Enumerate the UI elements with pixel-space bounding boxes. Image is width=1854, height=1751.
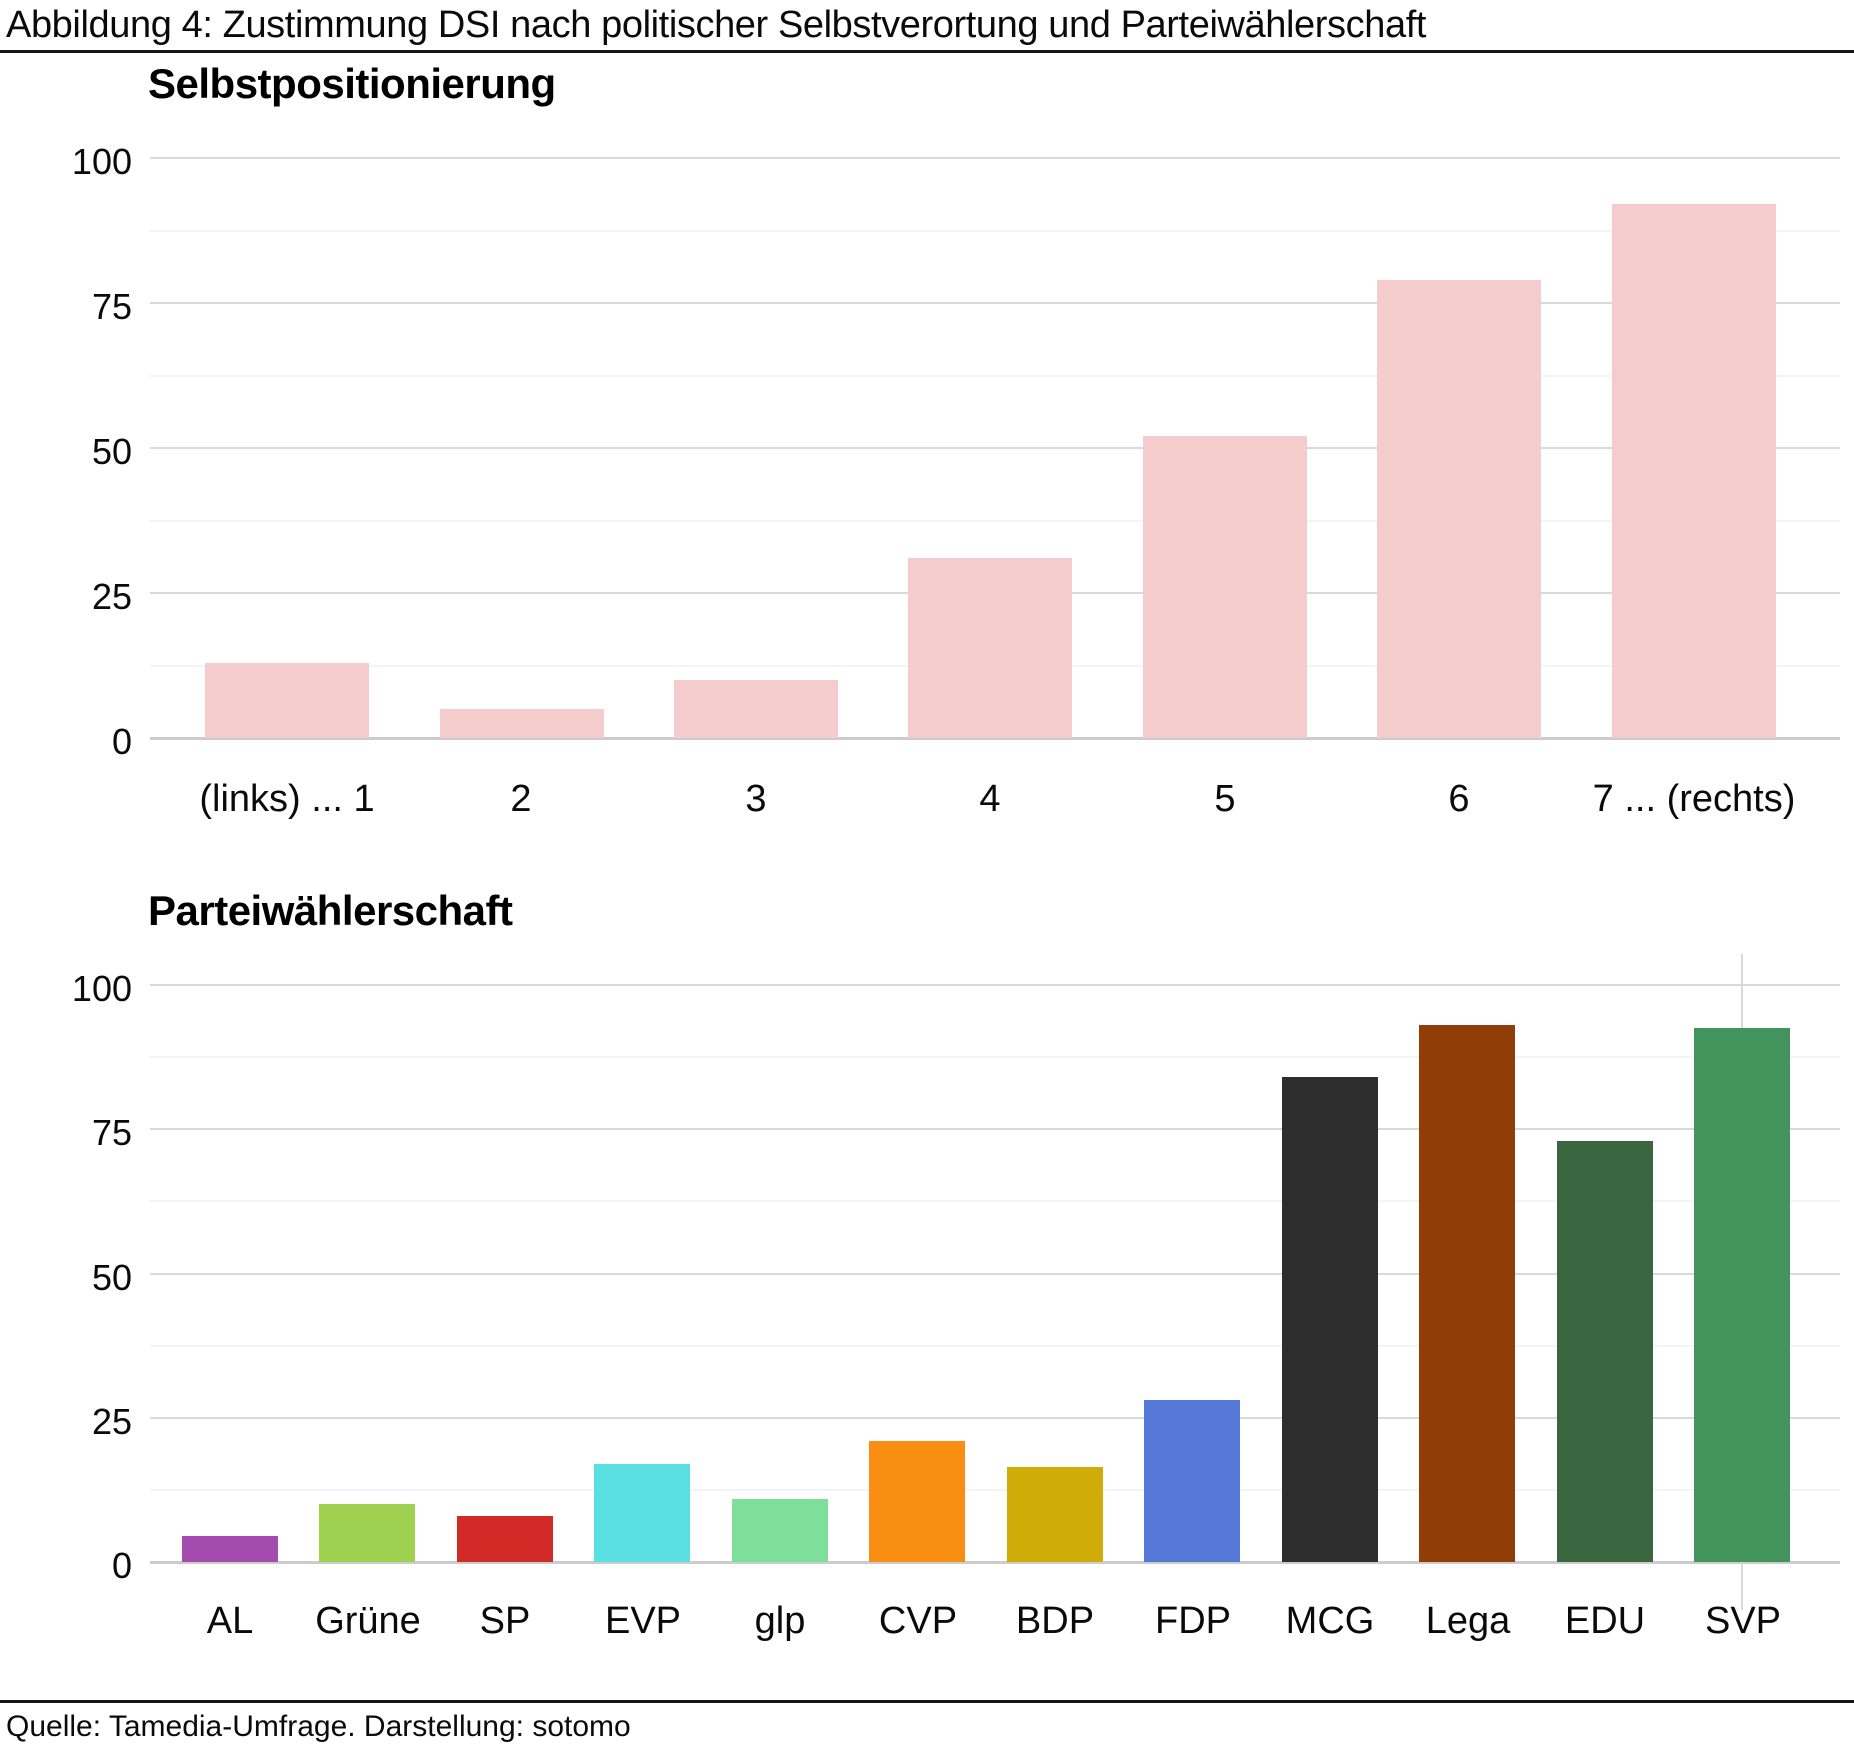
- x-tick-label: AL: [206, 1600, 254, 1642]
- bar-svp: [1694, 1028, 1790, 1562]
- gridline-major: [150, 1128, 1840, 1130]
- gridline-minor: [150, 520, 1840, 522]
- gridline-minor: [150, 1345, 1840, 1347]
- x-axis-line: [150, 1561, 1840, 1564]
- x-tick-label: 6: [1448, 778, 1470, 820]
- x-tick-label: 7 ... (rechts): [1592, 778, 1796, 820]
- x-tick-label: EVP: [604, 1600, 682, 1642]
- chart2-title: Parteiwählerschaft: [148, 887, 513, 934]
- bar-evp: [594, 1464, 690, 1562]
- x-tick-label: (links) ... 1: [199, 778, 375, 820]
- x-tick-label: glp: [754, 1600, 806, 1642]
- y-tick-label: 25: [91, 576, 132, 617]
- x-tick-label: 3: [745, 778, 767, 820]
- y-tick-label: 50: [91, 1257, 132, 1298]
- x-tick-label: Grüne: [315, 1600, 421, 1642]
- chart1-title: Selbstpositionierung: [148, 60, 556, 107]
- bar-fdp: [1144, 1400, 1240, 1562]
- gridline-minor: [150, 1056, 1840, 1058]
- x-tick-label: CVP: [878, 1600, 958, 1642]
- bar-cvp: [869, 1441, 965, 1562]
- gridline-major: [150, 302, 1840, 304]
- bar-5: [1143, 436, 1307, 738]
- bar-al: [182, 1536, 278, 1562]
- gridline-minor: [150, 1489, 1840, 1491]
- gridline-major: [150, 1417, 1840, 1419]
- bar-2: [440, 709, 604, 738]
- bar-4: [908, 558, 1072, 738]
- y-tick-label: 100: [71, 141, 132, 182]
- x-tick-label: SVP: [1704, 1600, 1782, 1642]
- x-tick-label: BDP: [1015, 1600, 1095, 1642]
- bar-mcg: [1282, 1077, 1378, 1562]
- bar-glp: [732, 1499, 828, 1562]
- y-tick-label: 0: [111, 721, 132, 762]
- bar-gr-ne: [319, 1504, 415, 1562]
- footer-rule: [0, 1700, 1854, 1703]
- x-tick-label: MCG: [1285, 1600, 1375, 1642]
- title-rule: [0, 50, 1854, 53]
- y-tick-label: 75: [91, 1112, 132, 1153]
- y-tick-label: 100: [71, 968, 132, 1009]
- x-tick-label: 5: [1214, 778, 1236, 820]
- gridline-major: [150, 1273, 1840, 1275]
- bar-bdp: [1007, 1467, 1103, 1562]
- x-tick-label: Lega: [1425, 1600, 1511, 1642]
- y-tick-label: 50: [91, 431, 132, 472]
- gridline-minor: [150, 1200, 1840, 1202]
- x-tick-label: FDP: [1155, 1600, 1231, 1642]
- gridline-minor: [150, 230, 1840, 232]
- y-tick-label: 75: [91, 286, 132, 327]
- x-tick-label: 4: [979, 778, 1001, 820]
- gridline-minor: [150, 375, 1840, 377]
- bar-links-1: [205, 663, 369, 738]
- y-tick-label: 0: [111, 1545, 132, 1586]
- gridline-major: [150, 447, 1840, 449]
- bar-lega: [1419, 1025, 1515, 1562]
- bar-edu: [1557, 1141, 1653, 1562]
- gridline-major: [150, 984, 1840, 986]
- source-note: Quelle: Tamedia-Umfrage. Darstellung: so…: [6, 1710, 631, 1743]
- bar-sp: [457, 1516, 553, 1562]
- x-axis-line: [150, 737, 1840, 740]
- gridline-major: [150, 157, 1840, 159]
- x-tick-label: 2: [510, 778, 532, 820]
- x-tick-label: EDU: [1564, 1600, 1646, 1642]
- y-tick-label: 25: [91, 1401, 132, 1442]
- bar-3: [674, 680, 838, 738]
- bar-7-rechts: [1612, 204, 1776, 738]
- x-tick-label: SP: [479, 1600, 531, 1642]
- figure-title: Abbildung 4: Zustimmung DSI nach politis…: [6, 4, 1427, 46]
- bar-6: [1377, 280, 1541, 738]
